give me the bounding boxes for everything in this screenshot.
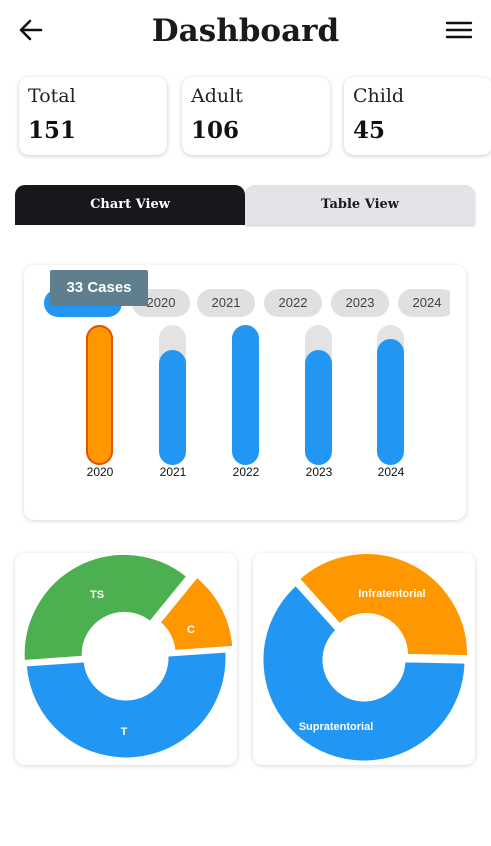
pie-card-location: Infratentorial Supratentorial: [253, 551, 475, 765]
donut-chart-location: Infratentorial Supratentorial: [260, 551, 470, 764]
stat-label: Total: [28, 85, 76, 107]
bar-label-2022: 2022: [232, 465, 260, 479]
stat-label: Child: [353, 85, 405, 107]
app-bar: Dashboard: [0, 0, 491, 64]
bar-2024[interactable]: [377, 339, 404, 465]
bar-track-2024[interactable]: [377, 325, 404, 465]
bar-label-2020: 2020: [86, 465, 114, 479]
year-chip-2024[interactable]: 2024: [398, 289, 450, 317]
tab-chart-view[interactable]: Chart View: [15, 185, 245, 225]
back-button[interactable]: [16, 14, 48, 46]
stat-label: Adult: [191, 85, 243, 107]
donut-chart-type: TS C T: [21, 552, 236, 761]
stat-card-child[interactable]: Child 45: [344, 77, 491, 155]
bar-track-2023[interactable]: [305, 325, 332, 465]
pie-slice-ts[interactable]: [21, 552, 191, 664]
pie-slice-c[interactable]: [156, 573, 236, 654]
pie-slice-t[interactable]: [23, 649, 229, 761]
page-title: Dashboard: [151, 13, 340, 49]
bar-2022[interactable]: [232, 325, 259, 465]
bar-label-2023: 2023: [305, 465, 333, 479]
view-tabs: Chart View Table View: [15, 185, 475, 225]
arrow-left-icon: [19, 19, 43, 41]
bar-chart-card: 2020 2021 2022 2023 2024 2020 2021 2022 202…: [24, 265, 466, 520]
hamburger-menu-icon: [445, 21, 473, 39]
bar-label-2024: 2024: [377, 465, 405, 479]
bar-tooltip: 33 Cases: [50, 270, 148, 306]
pie-slice-supratentorial[interactable]: [260, 582, 468, 764]
stat-value: 151: [28, 117, 77, 144]
stat-card-adult[interactable]: Adult 106: [182, 77, 330, 155]
bar-track-2022[interactable]: [232, 325, 259, 465]
menu-button[interactable]: [443, 14, 475, 46]
tab-table-view[interactable]: Table View: [245, 185, 475, 225]
pie-card-type: TS C T: [15, 552, 237, 765]
pie-label-infratentorial: Infratentorial: [358, 588, 425, 600]
pie-slice-infratentorial[interactable]: [296, 551, 470, 659]
bar-2020[interactable]: [86, 325, 113, 465]
pie-label-t: T: [121, 726, 128, 738]
pie-label-ts: TS: [90, 589, 104, 601]
pie-label-c: C: [187, 624, 195, 636]
bar-track-2021[interactable]: [159, 325, 186, 465]
year-chip-2021[interactable]: 2021: [197, 289, 255, 317]
stat-cards-row: Total 151 Adult 106 Child 45: [0, 75, 491, 160]
year-chip-2022[interactable]: 2022: [264, 289, 322, 317]
bar-label-2021: 2021: [159, 465, 187, 479]
pie-label-supratentorial: Supratentorial: [299, 721, 374, 733]
year-chip-2023[interactable]: 2023: [331, 289, 389, 317]
bar-track-2020[interactable]: [86, 325, 113, 465]
bar-2021[interactable]: [159, 350, 186, 465]
stat-value: 106: [191, 117, 240, 144]
bar-2023[interactable]: [305, 350, 332, 465]
stat-card-total[interactable]: Total 151: [19, 77, 167, 155]
stat-value: 45: [353, 117, 386, 144]
